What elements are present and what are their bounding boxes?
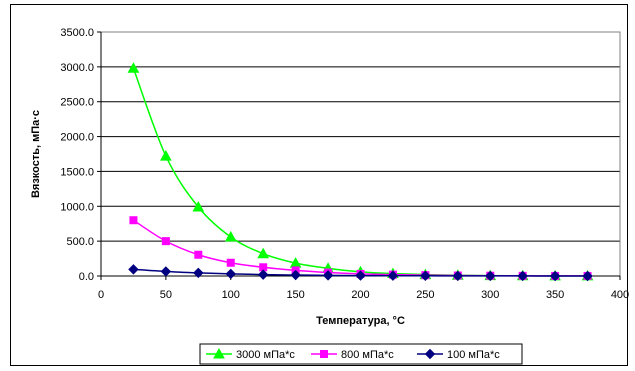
y-tick-label: 2000.0	[60, 132, 94, 144]
data-point	[160, 266, 172, 277]
legend-label: 3000 мПа*с	[236, 349, 295, 361]
data-point	[420, 270, 431, 281]
data-point	[485, 270, 496, 282]
y-tick-label: 2500.0	[60, 97, 94, 109]
series-line	[132, 67, 588, 277]
data-point	[322, 270, 334, 281]
y-tick-label: 3500.0	[60, 27, 94, 39]
legend-box	[199, 343, 523, 365]
data-point	[226, 258, 235, 267]
data-point	[128, 264, 139, 275]
legend-marker	[213, 347, 225, 359]
data-point	[224, 230, 237, 242]
x-tick-label: 150	[286, 289, 304, 301]
x-tick-label: 400	[611, 289, 629, 301]
y-axis-title: Вязкость, мПа·с	[30, 110, 42, 198]
x-tick-label: 200	[351, 289, 369, 301]
data-point	[192, 200, 205, 212]
x-tick-label: 250	[416, 289, 434, 301]
x-axis-title: Температура, °C	[316, 315, 405, 327]
x-tick-label: 300	[481, 289, 499, 301]
y-tick-label: 3000.0	[60, 62, 94, 74]
y-tick-label: 1500.0	[60, 166, 94, 178]
data-point	[257, 247, 270, 259]
data-point	[582, 270, 593, 282]
y-tick-label: 500.0	[66, 236, 94, 248]
data-point	[161, 237, 170, 246]
data-point	[225, 268, 236, 280]
data-point	[549, 270, 561, 282]
legend-item: 100 мПа*с	[417, 348, 500, 361]
axes: 0.0 500.0 1000.0 1500.0 2000.0 2500.0 3000.0 35…	[60, 27, 629, 301]
plot-area	[100, 31, 621, 277]
data-point	[517, 270, 528, 282]
x-tick-label: 350	[546, 289, 564, 301]
x-tick-label: 0	[98, 289, 104, 301]
data-point	[160, 150, 172, 161]
y-tick-label: 1000.0	[60, 201, 94, 213]
data-point	[193, 267, 204, 279]
y-tick-label: 0.0	[79, 271, 94, 283]
legend-item: 800 мПа*с	[311, 349, 394, 361]
x-tick-label: 100	[222, 289, 240, 301]
data-point	[257, 269, 269, 280]
data-point	[290, 269, 301, 281]
legend-label: 100 мПа*с	[447, 349, 500, 361]
data-point	[452, 270, 464, 282]
series-diamond	[128, 264, 593, 282]
data-point	[129, 216, 138, 225]
data-point	[387, 270, 399, 281]
chart-area	[10, 4, 628, 366]
legend-item: 3000 мПа*с	[206, 347, 295, 361]
data-point	[127, 62, 140, 73]
legend-marker	[320, 350, 328, 358]
data-point	[194, 250, 203, 259]
x-tick-label: 50	[160, 289, 172, 301]
series-layer	[127, 62, 594, 282]
data-point	[355, 270, 366, 281]
legend: 3000 мПа*с 800 мПа*с 100 мПа*с	[199, 343, 523, 365]
legend-label: 800 мПа*с	[341, 349, 394, 361]
legend-marker	[424, 348, 436, 360]
gridlines	[101, 31, 620, 242]
